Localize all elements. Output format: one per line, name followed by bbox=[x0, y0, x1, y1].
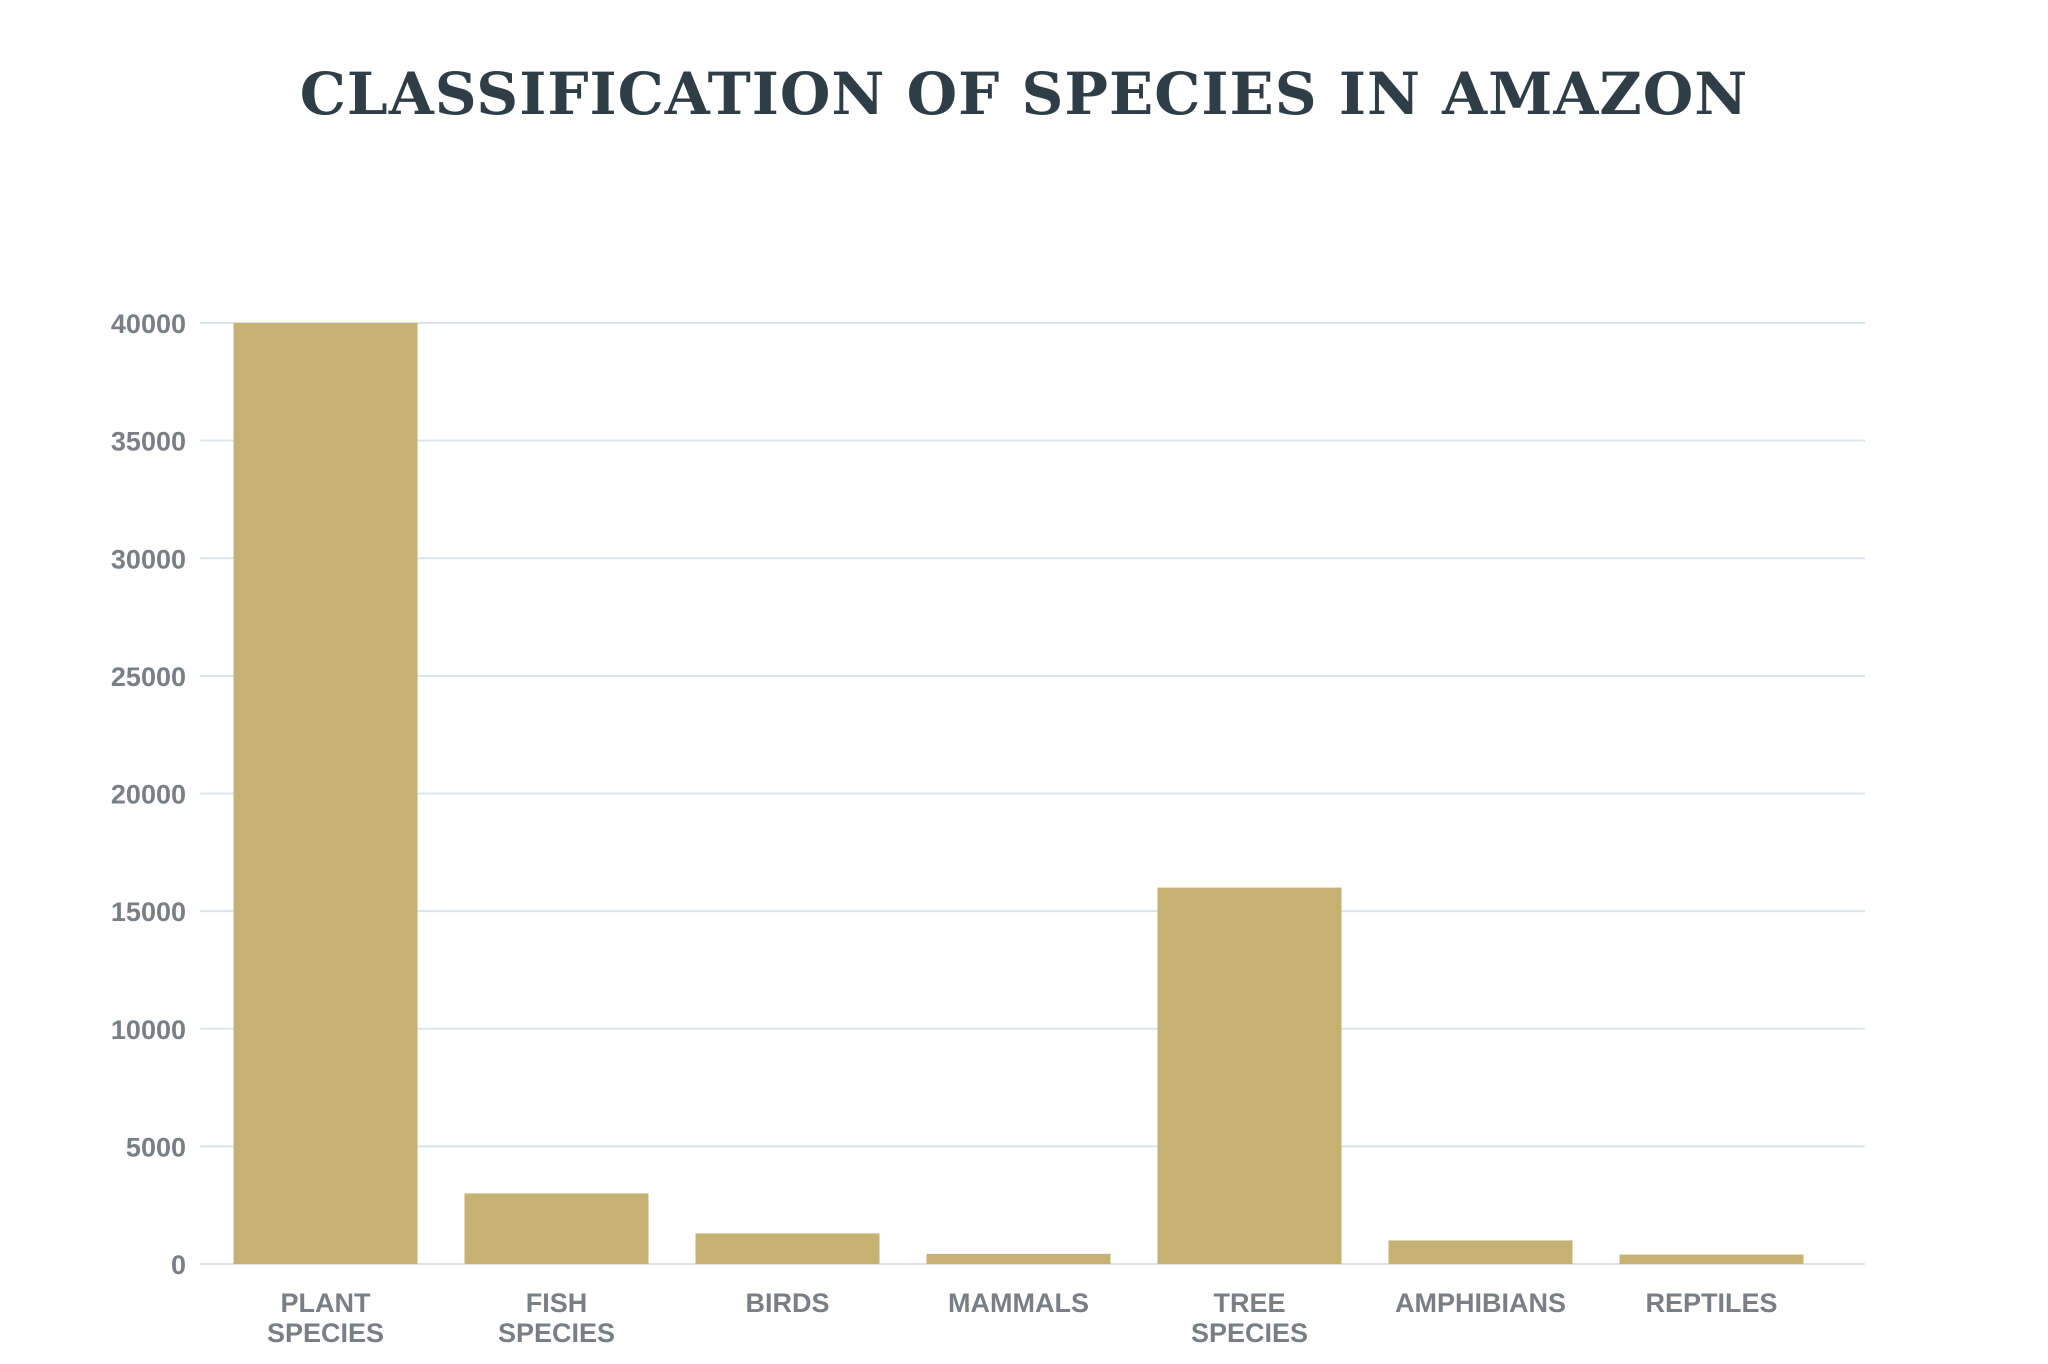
bar-reptiles bbox=[1619, 1254, 1804, 1264]
x-category-label-line: SPECIES bbox=[498, 1318, 615, 1348]
x-category-label: FISH SPECIES bbox=[498, 1288, 615, 1348]
y-tick-label: 5000 bbox=[126, 1132, 186, 1162]
x-category-label: BIRDS bbox=[745, 1288, 829, 1318]
x-category-label-line: BIRDS bbox=[745, 1288, 829, 1318]
y-tick-label: 20000 bbox=[111, 780, 186, 810]
x-category-label-line: FISH bbox=[526, 1288, 588, 1318]
bar-fish-species bbox=[464, 1193, 649, 1264]
bar-mammals bbox=[926, 1253, 1111, 1264]
bars bbox=[233, 323, 1804, 1264]
bar-amphibians bbox=[1388, 1240, 1573, 1264]
y-tick-label: 40000 bbox=[111, 309, 186, 339]
bar-plant-species bbox=[233, 323, 418, 1264]
x-category-label-line: AMPHIBIANS bbox=[1395, 1288, 1566, 1318]
x-category-label-line: PLANT bbox=[281, 1288, 371, 1318]
x-category-label: AMPHIBIANS bbox=[1395, 1288, 1566, 1318]
y-tick-label: 0 bbox=[171, 1250, 186, 1280]
y-axis-tick-labels: 0 5000 10000 15000 20000 25000 30000 35000 40000 bbox=[111, 309, 186, 1280]
x-category-label-line: SPECIES bbox=[267, 1318, 384, 1348]
bar-tree-species bbox=[1157, 887, 1342, 1264]
x-category-label: MAMMALS bbox=[948, 1288, 1089, 1318]
x-category-label: TREE SPECIES bbox=[1191, 1288, 1308, 1348]
x-category-label: REPTILES bbox=[1645, 1288, 1777, 1318]
y-tick-label: 25000 bbox=[111, 662, 186, 692]
y-tick-label: 10000 bbox=[111, 1015, 186, 1045]
x-category-label: PLANT SPECIES bbox=[267, 1288, 384, 1348]
y-tick-label: 35000 bbox=[111, 427, 186, 457]
x-category-label-line: REPTILES bbox=[1645, 1288, 1777, 1318]
gridlines bbox=[200, 322, 1865, 1265]
bar-birds bbox=[695, 1233, 880, 1264]
y-tick-label: 15000 bbox=[111, 897, 186, 927]
x-category-label-line: MAMMALS bbox=[948, 1288, 1089, 1318]
x-category-label-line: TREE bbox=[1213, 1288, 1285, 1318]
y-tick-label: 30000 bbox=[111, 544, 186, 574]
x-category-label-line: SPECIES bbox=[1191, 1318, 1308, 1348]
chart-title: CLASSIFICATION OF SPECIES IN AMAZON bbox=[299, 60, 1749, 128]
